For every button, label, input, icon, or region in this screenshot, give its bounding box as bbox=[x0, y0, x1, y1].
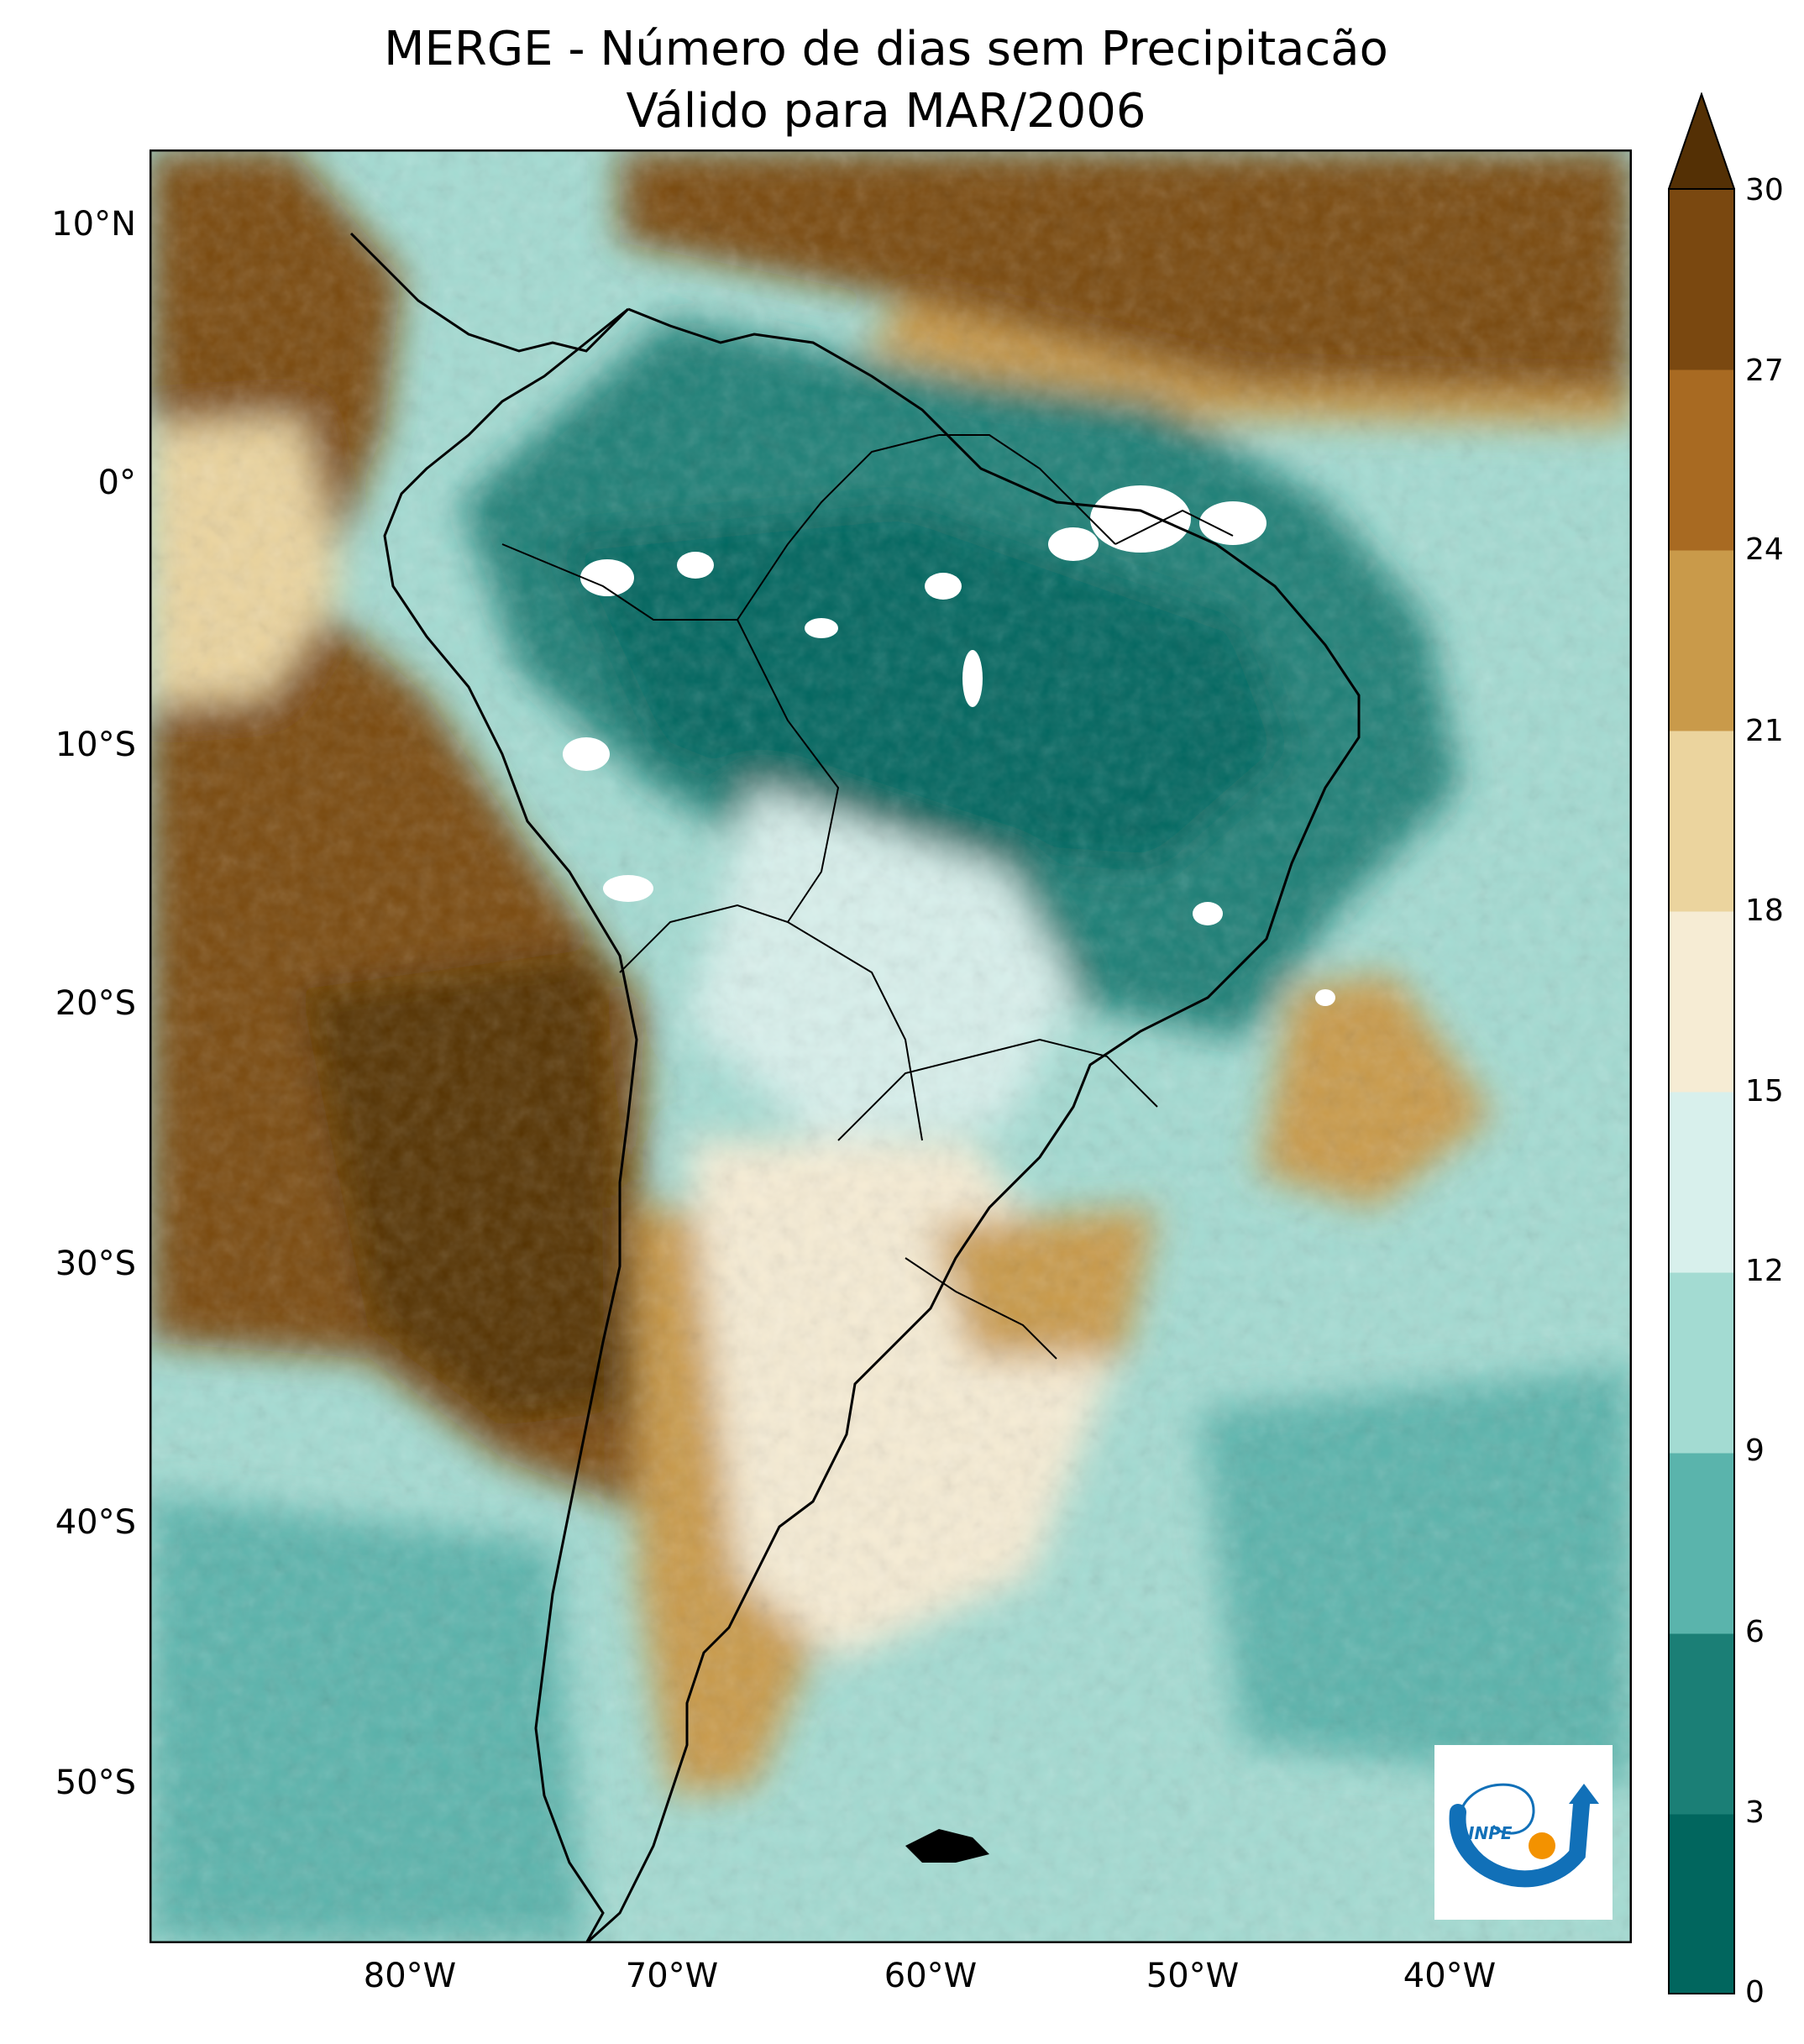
colorbar-tick-15: 15 bbox=[1745, 1074, 1784, 1108]
colorbar-tick-27: 27 bbox=[1745, 354, 1784, 388]
colorbar-segment bbox=[1669, 1814, 1734, 1994]
colorbar-segment bbox=[1669, 189, 1734, 370]
colorbar bbox=[1668, 92, 1735, 1994]
lon-tick-70w: 70°W bbox=[625, 1957, 719, 1995]
lat-tick-10n: 10°N bbox=[51, 205, 136, 244]
falkland-islands bbox=[905, 1829, 989, 1863]
lat-tick-20s: 20°S bbox=[55, 984, 136, 1023]
colorbar-frame bbox=[1668, 188, 1735, 1994]
lon-tick-40w: 40°W bbox=[1403, 1957, 1497, 1995]
lat-tick-30s: 30°S bbox=[55, 1245, 136, 1283]
colorbar-tick-30: 30 bbox=[1745, 173, 1784, 207]
colorbar-extend-arrow bbox=[1668, 92, 1735, 190]
lat-tick-40s: 40°S bbox=[55, 1503, 136, 1542]
colorbar-segment bbox=[1669, 1092, 1734, 1273]
colorbar-segment bbox=[1669, 369, 1734, 551]
colorbar-tick-3: 3 bbox=[1745, 1795, 1765, 1830]
precipitation-map bbox=[149, 149, 1632, 1943]
map-subtitle: Válido para MAR/2006 bbox=[626, 84, 1146, 139]
inpe-logo-wordmark: INPE bbox=[1468, 1823, 1513, 1843]
lat-tick-0: 0° bbox=[97, 464, 136, 502]
colorbar-tick-12: 12 bbox=[1745, 1254, 1784, 1288]
map-title: MERGE - Número de dias sem Precipitacão bbox=[384, 22, 1388, 76]
colorbar-segment bbox=[1669, 731, 1734, 912]
colorbar-tick-18: 18 bbox=[1745, 894, 1784, 928]
map-border bbox=[149, 149, 1632, 1943]
colorbar-segment bbox=[1669, 911, 1734, 1093]
no-data-patches bbox=[563, 485, 1335, 1006]
coastlines bbox=[349, 232, 1361, 1943]
lon-tick-50w: 50°W bbox=[1146, 1957, 1240, 1995]
lon-tick-80w: 80°W bbox=[363, 1957, 457, 1995]
colorbar-segment bbox=[1669, 550, 1734, 731]
lat-tick-10s: 10°S bbox=[55, 726, 136, 764]
colorbar-segment bbox=[1669, 1633, 1734, 1815]
field-noise bbox=[149, 149, 1632, 1943]
lat-tick-50s: 50°S bbox=[55, 1764, 136, 1802]
colorbar-tick-9: 9 bbox=[1745, 1433, 1765, 1468]
colorbar-tick-24: 24 bbox=[1745, 532, 1784, 567]
inpe-logo: INPE bbox=[1434, 1745, 1613, 1920]
lon-tick-60w: 60°W bbox=[884, 1957, 978, 1995]
colorbar-tick-0: 0 bbox=[1745, 1975, 1765, 2010]
colorbar-tick-21: 21 bbox=[1745, 714, 1784, 748]
colorbar-segment bbox=[1669, 1272, 1734, 1454]
inpe-logo-icon: INPE bbox=[1449, 1783, 1599, 1888]
colorbar-tick-6: 6 bbox=[1745, 1615, 1765, 1649]
country-borders bbox=[501, 434, 1234, 1360]
colorbar-segment bbox=[1669, 1453, 1734, 1634]
